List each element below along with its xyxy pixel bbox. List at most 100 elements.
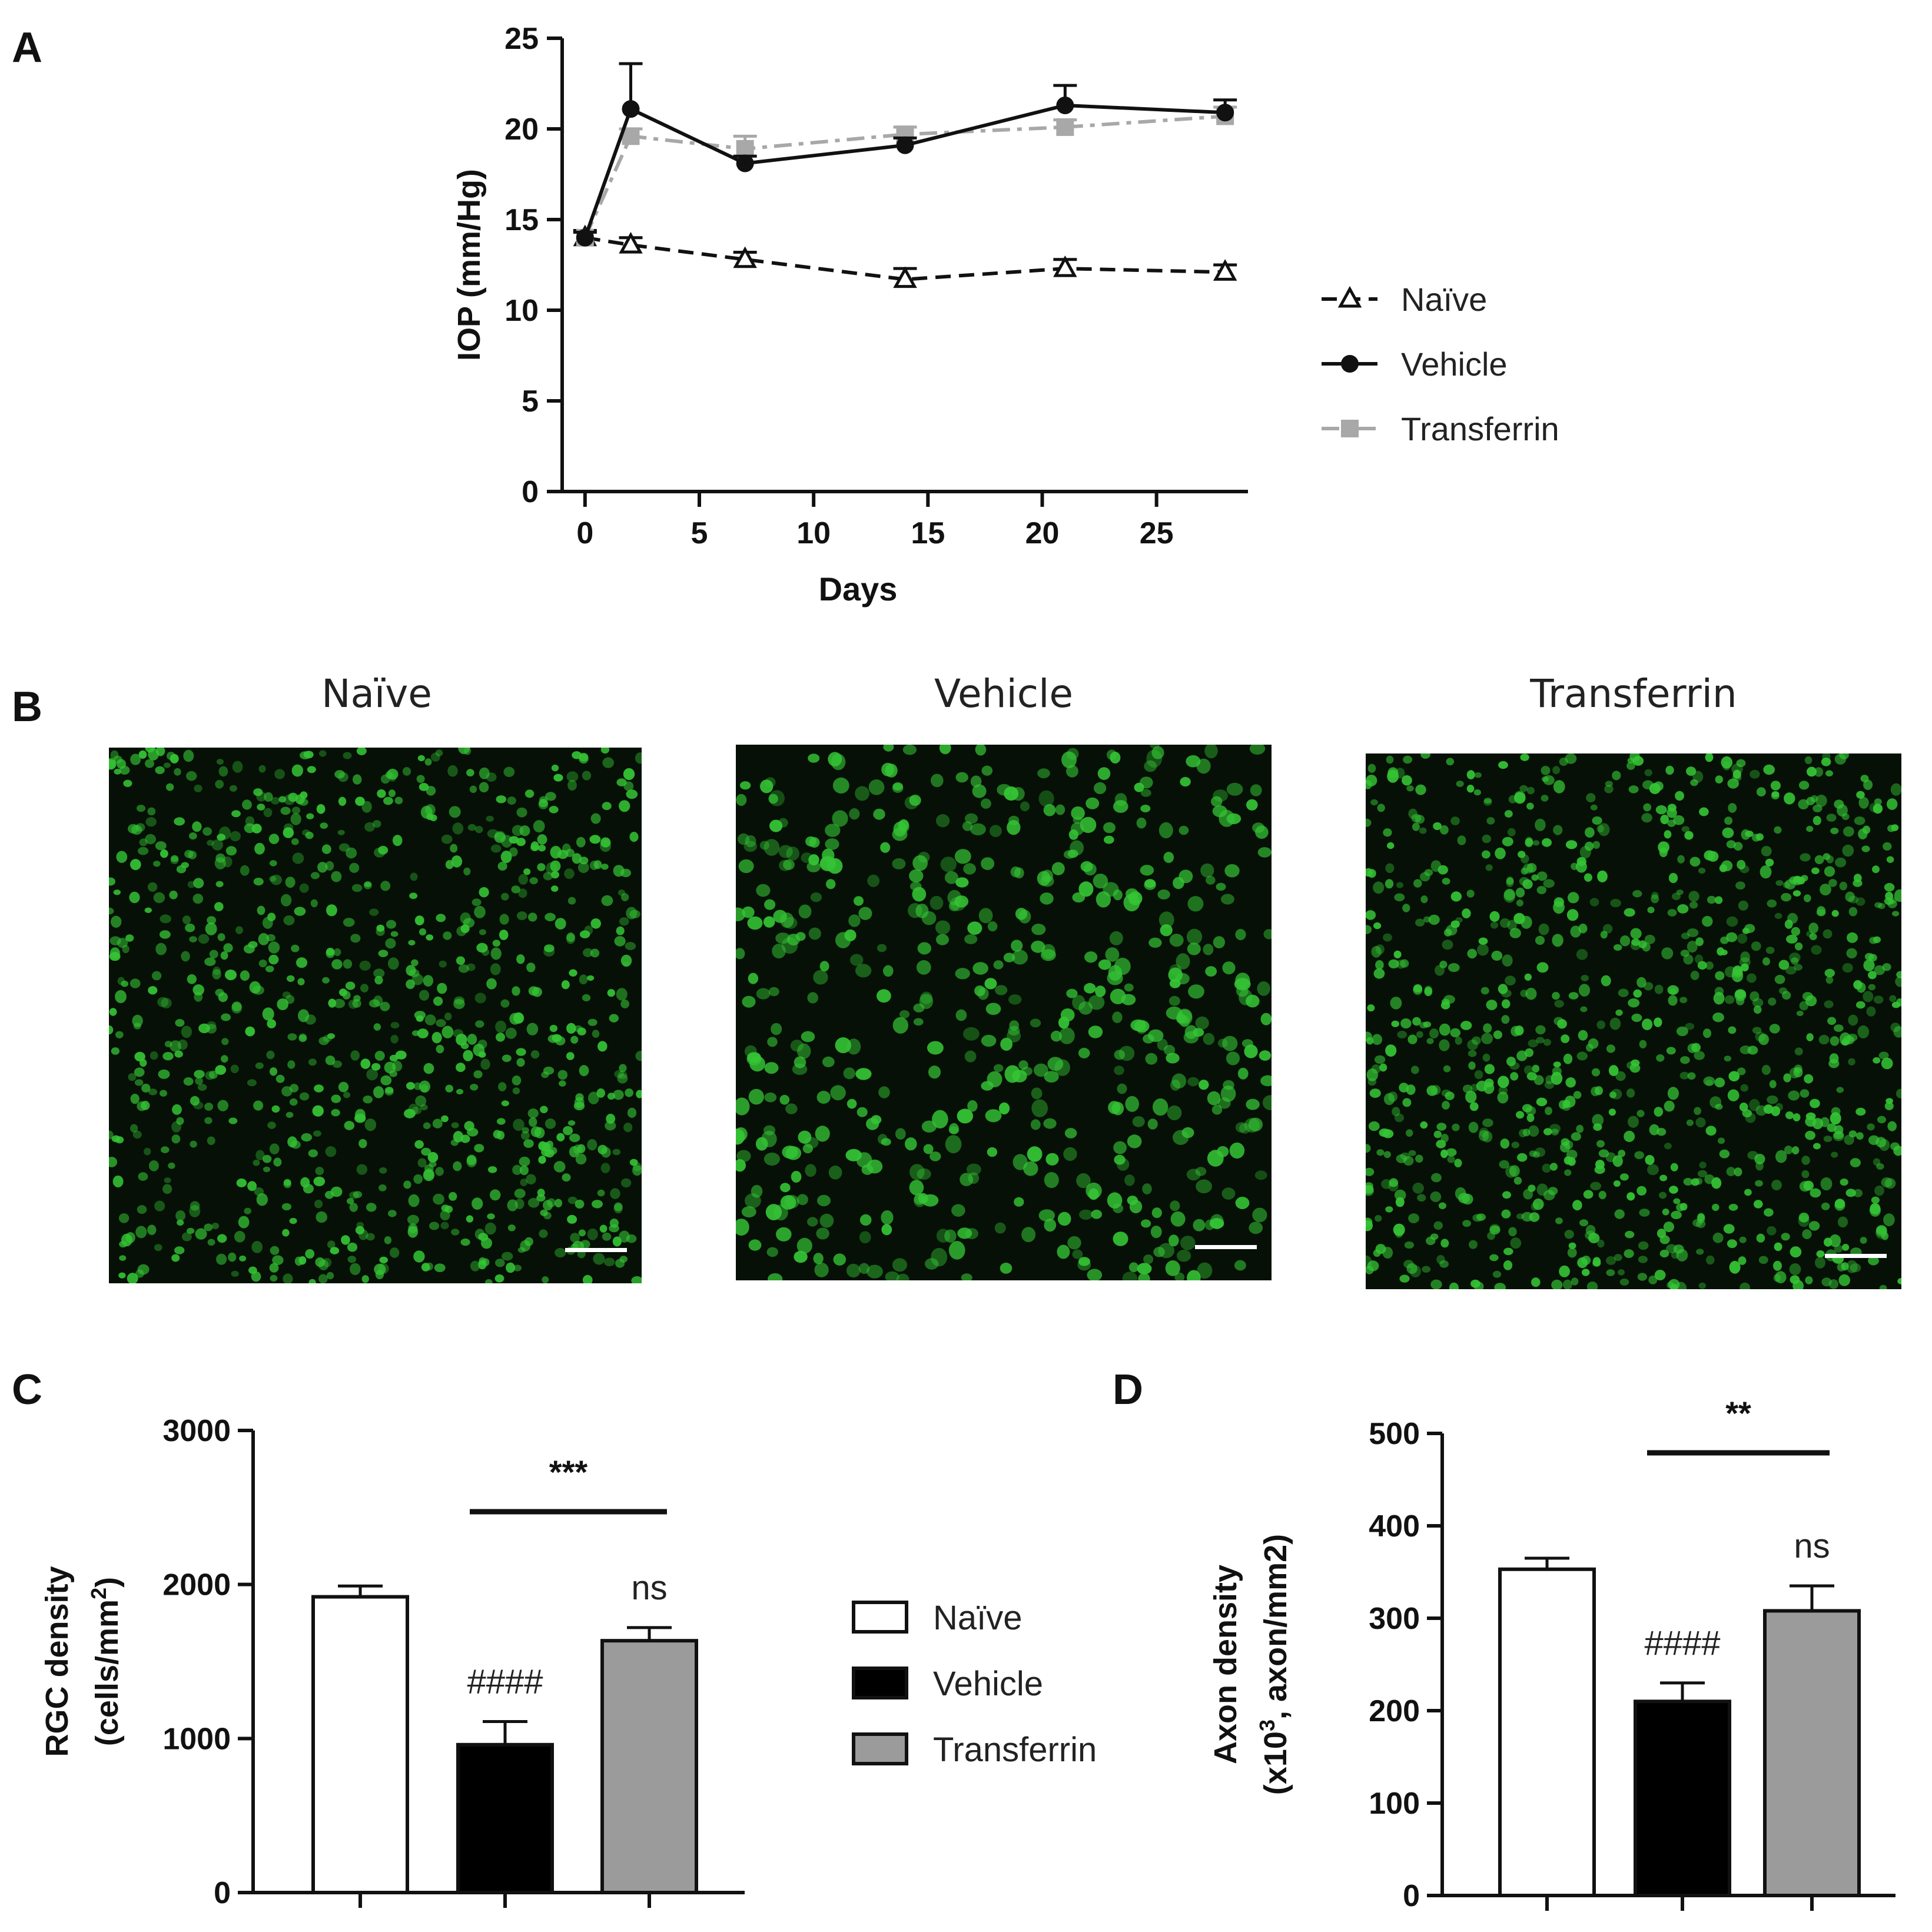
y-tick-label: 0 (522, 475, 539, 509)
y-tick-label: 2000 (162, 1568, 231, 1602)
x-tick-label: 25 (1140, 516, 1174, 550)
bar-rect (1498, 1567, 1596, 1898)
micrograph-naive (109, 748, 642, 1283)
data-point (1213, 259, 1237, 281)
scale-bar (1825, 1254, 1887, 1258)
cell-field (109, 748, 642, 1283)
y-tick-label: 10 (504, 294, 539, 328)
y-tick-label: 100 (1369, 1787, 1420, 1821)
y-tick-label: 300 (1369, 1602, 1420, 1636)
x-tick-label: 5 (691, 516, 708, 550)
bar-rect (456, 1742, 554, 1894)
scale-bar (565, 1248, 627, 1252)
legend-label: Vehicle (933, 1665, 1043, 1703)
y-tick-label: 0 (1403, 1879, 1420, 1913)
micrograph-vehicle (736, 745, 1272, 1280)
series-line (585, 235, 1226, 281)
legend-marker (1341, 420, 1359, 437)
x-tick-label: 0 (576, 516, 593, 550)
micrograph-title-transferrin: Transferrin (1530, 671, 1737, 716)
data-point (733, 246, 757, 268)
micrograph-background (109, 748, 642, 1283)
bar-annotation: #### (1644, 1624, 1720, 1662)
y-tick-label: 400 (1369, 1509, 1420, 1543)
legend-label: Vehicle (1401, 346, 1508, 383)
panel-letter-a: A (12, 24, 42, 71)
data-point (1053, 255, 1077, 277)
series-naive (573, 224, 1237, 288)
y-tick-label: 200 (1369, 1694, 1420, 1728)
bar-vehicle (1634, 1681, 1731, 1897)
micrograph-transferrin (1366, 753, 1901, 1289)
data-point (893, 266, 917, 288)
legend-swatch (852, 1667, 908, 1699)
panel-letter-b: B (12, 683, 42, 731)
bar-vehicle (456, 1720, 554, 1894)
y-tick-label: 1000 (162, 1722, 231, 1756)
legend-item-transferrin: Transferrin (1322, 410, 1559, 447)
bar-rect (311, 1595, 409, 1894)
bar-rect (1763, 1609, 1861, 1897)
data-point (622, 100, 640, 118)
legend-label: Naïve (933, 1599, 1023, 1637)
legend-swatch (852, 1601, 908, 1634)
bar-annotation: ns (1794, 1527, 1830, 1565)
x-axis-label: Days (819, 570, 898, 608)
significance-label: *** (549, 1453, 588, 1491)
x-tick-label: 15 (911, 516, 945, 550)
legend-marker (1337, 286, 1362, 308)
x-tick-label: 20 (1025, 516, 1060, 550)
y-axis-label-units: (cells/mm2) (87, 1577, 125, 1746)
bar-rect (1634, 1699, 1731, 1897)
data-point (1056, 96, 1074, 114)
data-point (736, 154, 754, 172)
micrograph-title-vehicle: Vehicle (934, 671, 1074, 716)
y-tick-label: 5 (522, 384, 539, 419)
bar-naive (1498, 1556, 1596, 1898)
legend-item-vehicle: Vehicle (1322, 346, 1508, 383)
legend-item-transferrin: Transferrin (852, 1731, 1097, 1769)
y-tick-label: 25 (504, 22, 539, 56)
y-tick-label: 3000 (162, 1414, 231, 1448)
panel-letter-c: C (12, 1366, 42, 1413)
legend-label: Transferrin (933, 1731, 1097, 1769)
legend-item-naive: Naïve (852, 1599, 1023, 1637)
legend-label: Naïve (1401, 281, 1487, 318)
cell-field (1366, 753, 1901, 1289)
iop-line-chart: 0 5 10 15 20 25 0 5 10 15 20 25 Days IOP (mm/Hg) Naïve… (452, 22, 1559, 608)
data-point (1056, 118, 1074, 136)
y-tick-label: 15 (504, 203, 539, 237)
significance-label: ** (1725, 1395, 1751, 1432)
rgc-density-bar-chart: 0 1000 2000 3000 #### ns *** RGC density (cells/… (39, 1414, 1097, 1910)
micrograph-background (1366, 753, 1901, 1289)
data-point (619, 231, 643, 254)
data-point (576, 228, 594, 247)
y-axis-label: RGC density (39, 1566, 75, 1757)
legend-item-naive: Naïve (1322, 281, 1487, 318)
axon-density-bar-chart: 0 100 200 300 400 500 #### ns ** Axon density (x10… (1208, 1395, 1896, 1913)
bar-annotation: #### (467, 1663, 543, 1701)
micrograph-title-naive: Naïve (321, 671, 432, 716)
legend-item-vehicle: Vehicle (852, 1665, 1043, 1703)
series-vehicle (573, 62, 1237, 247)
bar-transferrin (600, 1626, 698, 1894)
series-line (583, 114, 1226, 239)
y-tick-label: 500 (1369, 1417, 1420, 1451)
data-point (896, 136, 914, 154)
cell-field (736, 745, 1272, 1280)
x-tick-label: 10 (796, 516, 831, 550)
y-axis-label: IOP (mm/Hg) (452, 169, 487, 361)
y-tick-label: 0 (214, 1876, 231, 1910)
y-tick-label: 20 (504, 112, 539, 147)
data-point (1216, 104, 1234, 122)
scale-bar (1195, 1245, 1257, 1249)
bar-naive (311, 1584, 409, 1894)
legend-swatch (852, 1732, 908, 1765)
bar-annotation: ns (631, 1569, 667, 1607)
legend-marker (1341, 355, 1359, 373)
y-axis-label-units: (x103, axon/mm2) (1255, 1534, 1293, 1795)
y-axis-label: Axon density (1208, 1565, 1243, 1764)
bar-rect (600, 1639, 698, 1894)
bar-transferrin (1763, 1584, 1861, 1897)
series-line (583, 103, 1226, 238)
